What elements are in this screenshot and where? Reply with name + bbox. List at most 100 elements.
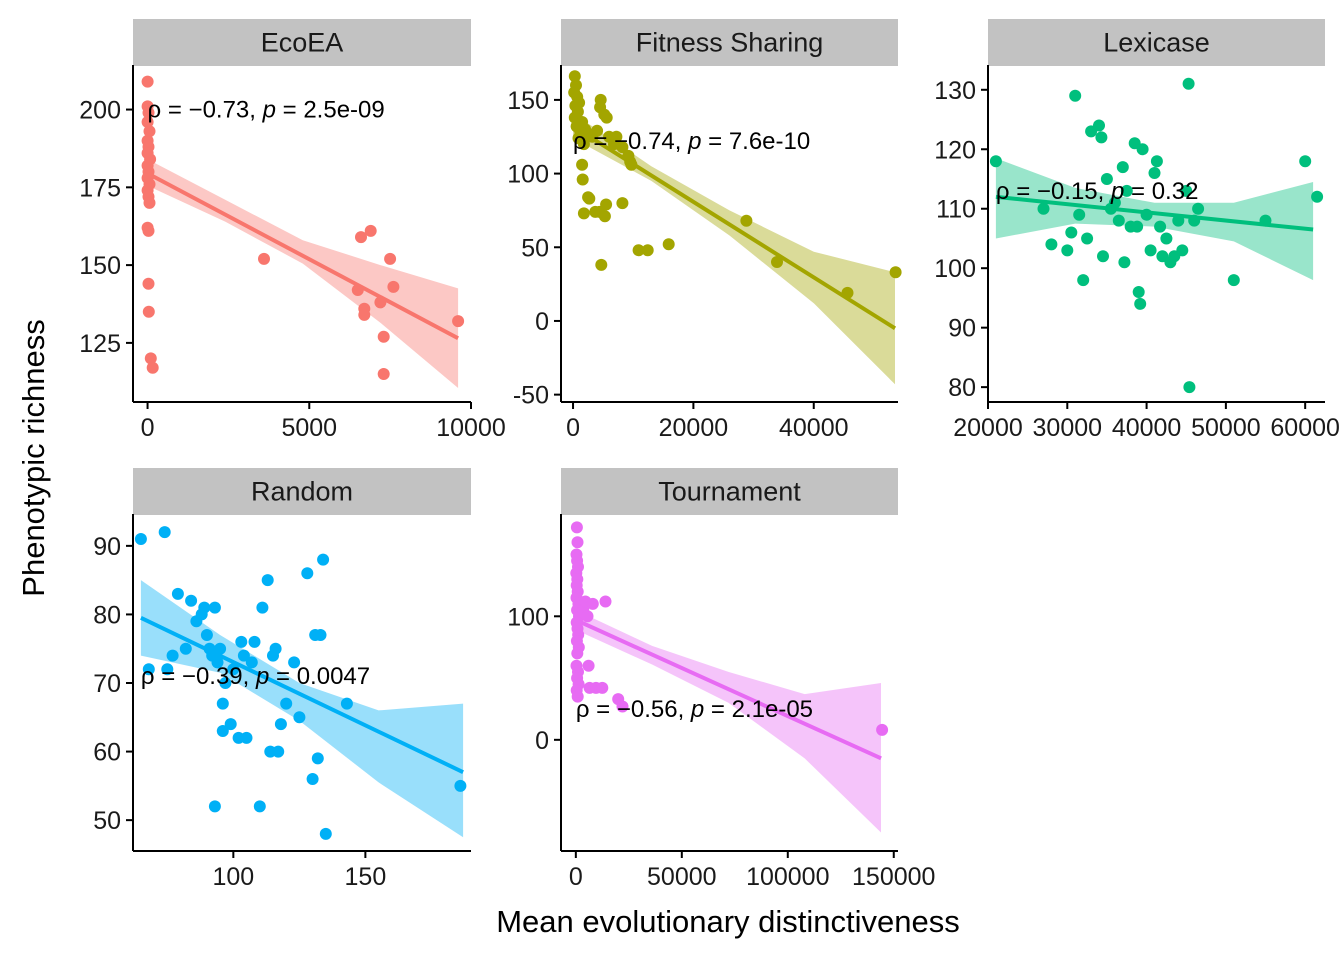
y-tick-label: 70 [93, 670, 121, 698]
y-tick-label: 50 [521, 234, 549, 262]
data-point [245, 656, 258, 669]
data-point [171, 587, 184, 600]
x-tick-label: 50000 [1191, 414, 1261, 442]
data-point [142, 305, 155, 318]
data-point [600, 111, 613, 124]
data-point [1182, 77, 1195, 90]
data-point [1073, 208, 1086, 221]
data-point [166, 649, 179, 662]
x-tick-label: 0 [141, 414, 155, 442]
confidence-band [573, 113, 895, 385]
data-point [240, 731, 253, 744]
data-point [311, 752, 324, 765]
data-point [1183, 381, 1196, 394]
y-tick-label: 120 [934, 136, 976, 164]
data-point [142, 224, 155, 237]
data-point [253, 800, 266, 813]
data-point [576, 173, 589, 186]
data-point [214, 642, 227, 655]
data-point [258, 252, 270, 265]
data-point [1311, 190, 1324, 203]
regression-line [146, 171, 460, 340]
data-point [582, 659, 595, 672]
strip-label: Lexicase [1103, 28, 1210, 58]
confidence-band [995, 158, 1314, 281]
strip-label: Random [251, 477, 353, 507]
strip-background [988, 19, 1325, 66]
confidence-band [140, 580, 464, 838]
x-tick-label: 5000 [281, 414, 337, 442]
data-point [351, 284, 364, 296]
correlation-annotation: ρ = −0.39, p = 0.0047 [141, 663, 370, 690]
data-point [1081, 232, 1094, 245]
data-point [571, 647, 584, 660]
p-value: = 7.6e-10 [701, 128, 810, 155]
data-point [306, 773, 319, 785]
data-point [293, 711, 306, 724]
data-point [625, 158, 638, 171]
data-point [1188, 214, 1201, 227]
y-tick-label: 100 [934, 255, 976, 283]
data-point [599, 595, 612, 608]
data-point [142, 663, 155, 676]
data-point [1108, 196, 1121, 209]
p-value: = 0.0047 [269, 663, 370, 690]
data-point [1069, 89, 1082, 102]
data-point [1154, 220, 1167, 233]
data-point [179, 642, 192, 655]
y-tick-label: 60 [93, 739, 121, 767]
data-point [632, 244, 645, 257]
data-point [570, 521, 583, 534]
data-point [1118, 256, 1131, 269]
regression-line [140, 616, 464, 774]
data-point [577, 207, 590, 220]
data-point [261, 574, 274, 587]
data-point [198, 601, 211, 614]
data-point [1095, 131, 1108, 144]
data-point [384, 252, 397, 265]
data-point [454, 779, 467, 792]
data-point [248, 635, 261, 648]
data-point [280, 697, 293, 710]
y-axis-title: Phenotypic richness [16, 319, 51, 596]
data-point [1065, 226, 1078, 239]
data-point [571, 536, 584, 549]
data-point [256, 601, 269, 614]
data-point [662, 238, 675, 251]
data-point [141, 116, 154, 128]
y-tick-label: 150 [79, 252, 121, 280]
rho-symbol: ρ [573, 128, 587, 155]
data-point [841, 286, 854, 299]
rho-symbol: ρ [141, 663, 155, 690]
data-point [1144, 244, 1157, 257]
data-point [1100, 173, 1113, 185]
data-point [274, 718, 287, 731]
data-point [1180, 184, 1193, 197]
data-point [568, 70, 581, 83]
x-tick-label: 50000 [647, 863, 717, 891]
y-tick-label: 150 [507, 87, 549, 115]
data-point [358, 308, 371, 321]
y-tick-label: 0 [535, 308, 549, 336]
data-point [144, 352, 157, 365]
data-point [387, 280, 400, 293]
data-point [142, 106, 155, 119]
regression-line [995, 194, 1314, 232]
correlation-annotation: ρ = −0.73, p = 2.5e-09 [148, 97, 385, 124]
data-point [143, 125, 156, 138]
y-tick-label: 175 [79, 174, 121, 202]
x-tick-label: 0 [566, 414, 580, 442]
data-point [1077, 274, 1090, 287]
data-point [616, 197, 629, 210]
data-point [237, 649, 250, 662]
panel-ecoea: EcoEA ρ = −0.73, p = 2.5e-09 0 5000 10000 125… [79, 19, 506, 442]
data-point [1299, 155, 1312, 168]
p-symbol: p [687, 128, 701, 155]
rho-symbol: ρ [148, 97, 162, 124]
data-point [1136, 143, 1149, 156]
p-value: = 0.32 [1124, 178, 1198, 205]
y-tick-label: 100 [507, 603, 549, 631]
x-tick-label: 0 [569, 863, 583, 891]
correlation-annotation: ρ = −0.15, p = 0.32 [996, 178, 1199, 205]
